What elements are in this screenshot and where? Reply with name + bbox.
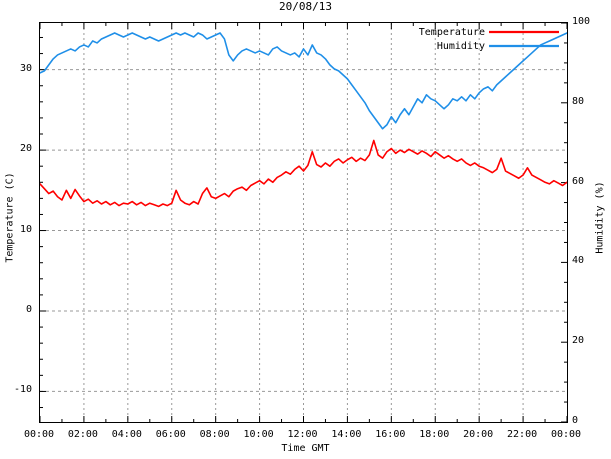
x-tick-label: 02:00 [67, 429, 98, 440]
x-tick-label: 08:00 [199, 429, 230, 440]
legend-swatches [489, 30, 559, 48]
temperature-line [40, 139, 567, 208]
axis-tick-marks [40, 23, 567, 422]
y-tick-label-right: 80 [572, 95, 585, 107]
page-title: 20/08/13 [279, 0, 332, 13]
gridlines [40, 23, 567, 422]
y-tick-label-left: 10 [19, 223, 32, 235]
plot-area: Temperature Humidity [39, 22, 568, 423]
x-tick-label: 06:00 [155, 429, 186, 440]
legend-label-temperature: Temperature [418, 27, 485, 38]
y-tick-label-left: 20 [19, 143, 32, 155]
x-tick-label: 00:00 [550, 429, 582, 440]
humidity-line [40, 32, 567, 130]
x-tick-label: 16:00 [375, 429, 406, 440]
y-tick-label-left: -10 [13, 384, 32, 396]
x-tick-label: 22:00 [507, 429, 538, 440]
x-tick-label: 00:00 [23, 429, 55, 440]
y-tick-label-left: 0 [25, 303, 32, 315]
x-tick-label: 04:00 [111, 429, 142, 440]
x-axis-label: Time GMT [281, 443, 330, 454]
x-tick-label: 10:00 [243, 429, 274, 440]
y-tick-label-right: 100 [572, 16, 591, 27]
x-tick-label: 18:00 [419, 429, 450, 440]
y-tick-label-right: 20 [572, 335, 585, 347]
x-tick-label: 20:00 [463, 429, 494, 440]
legend-label-humidity: Humidity [436, 41, 485, 52]
x-tick-label: 14:00 [331, 429, 362, 440]
plot-svg [40, 23, 567, 422]
y-tick-label-right: 0 [572, 415, 579, 426]
y-tick-label-right: 40 [572, 255, 585, 267]
y-tick-label-right: 60 [572, 175, 585, 187]
y-tick-label-left: 30 [19, 62, 32, 74]
y-axis-left-label: Temperature (C) [4, 172, 16, 263]
x-tick-label: 12:00 [287, 429, 318, 440]
